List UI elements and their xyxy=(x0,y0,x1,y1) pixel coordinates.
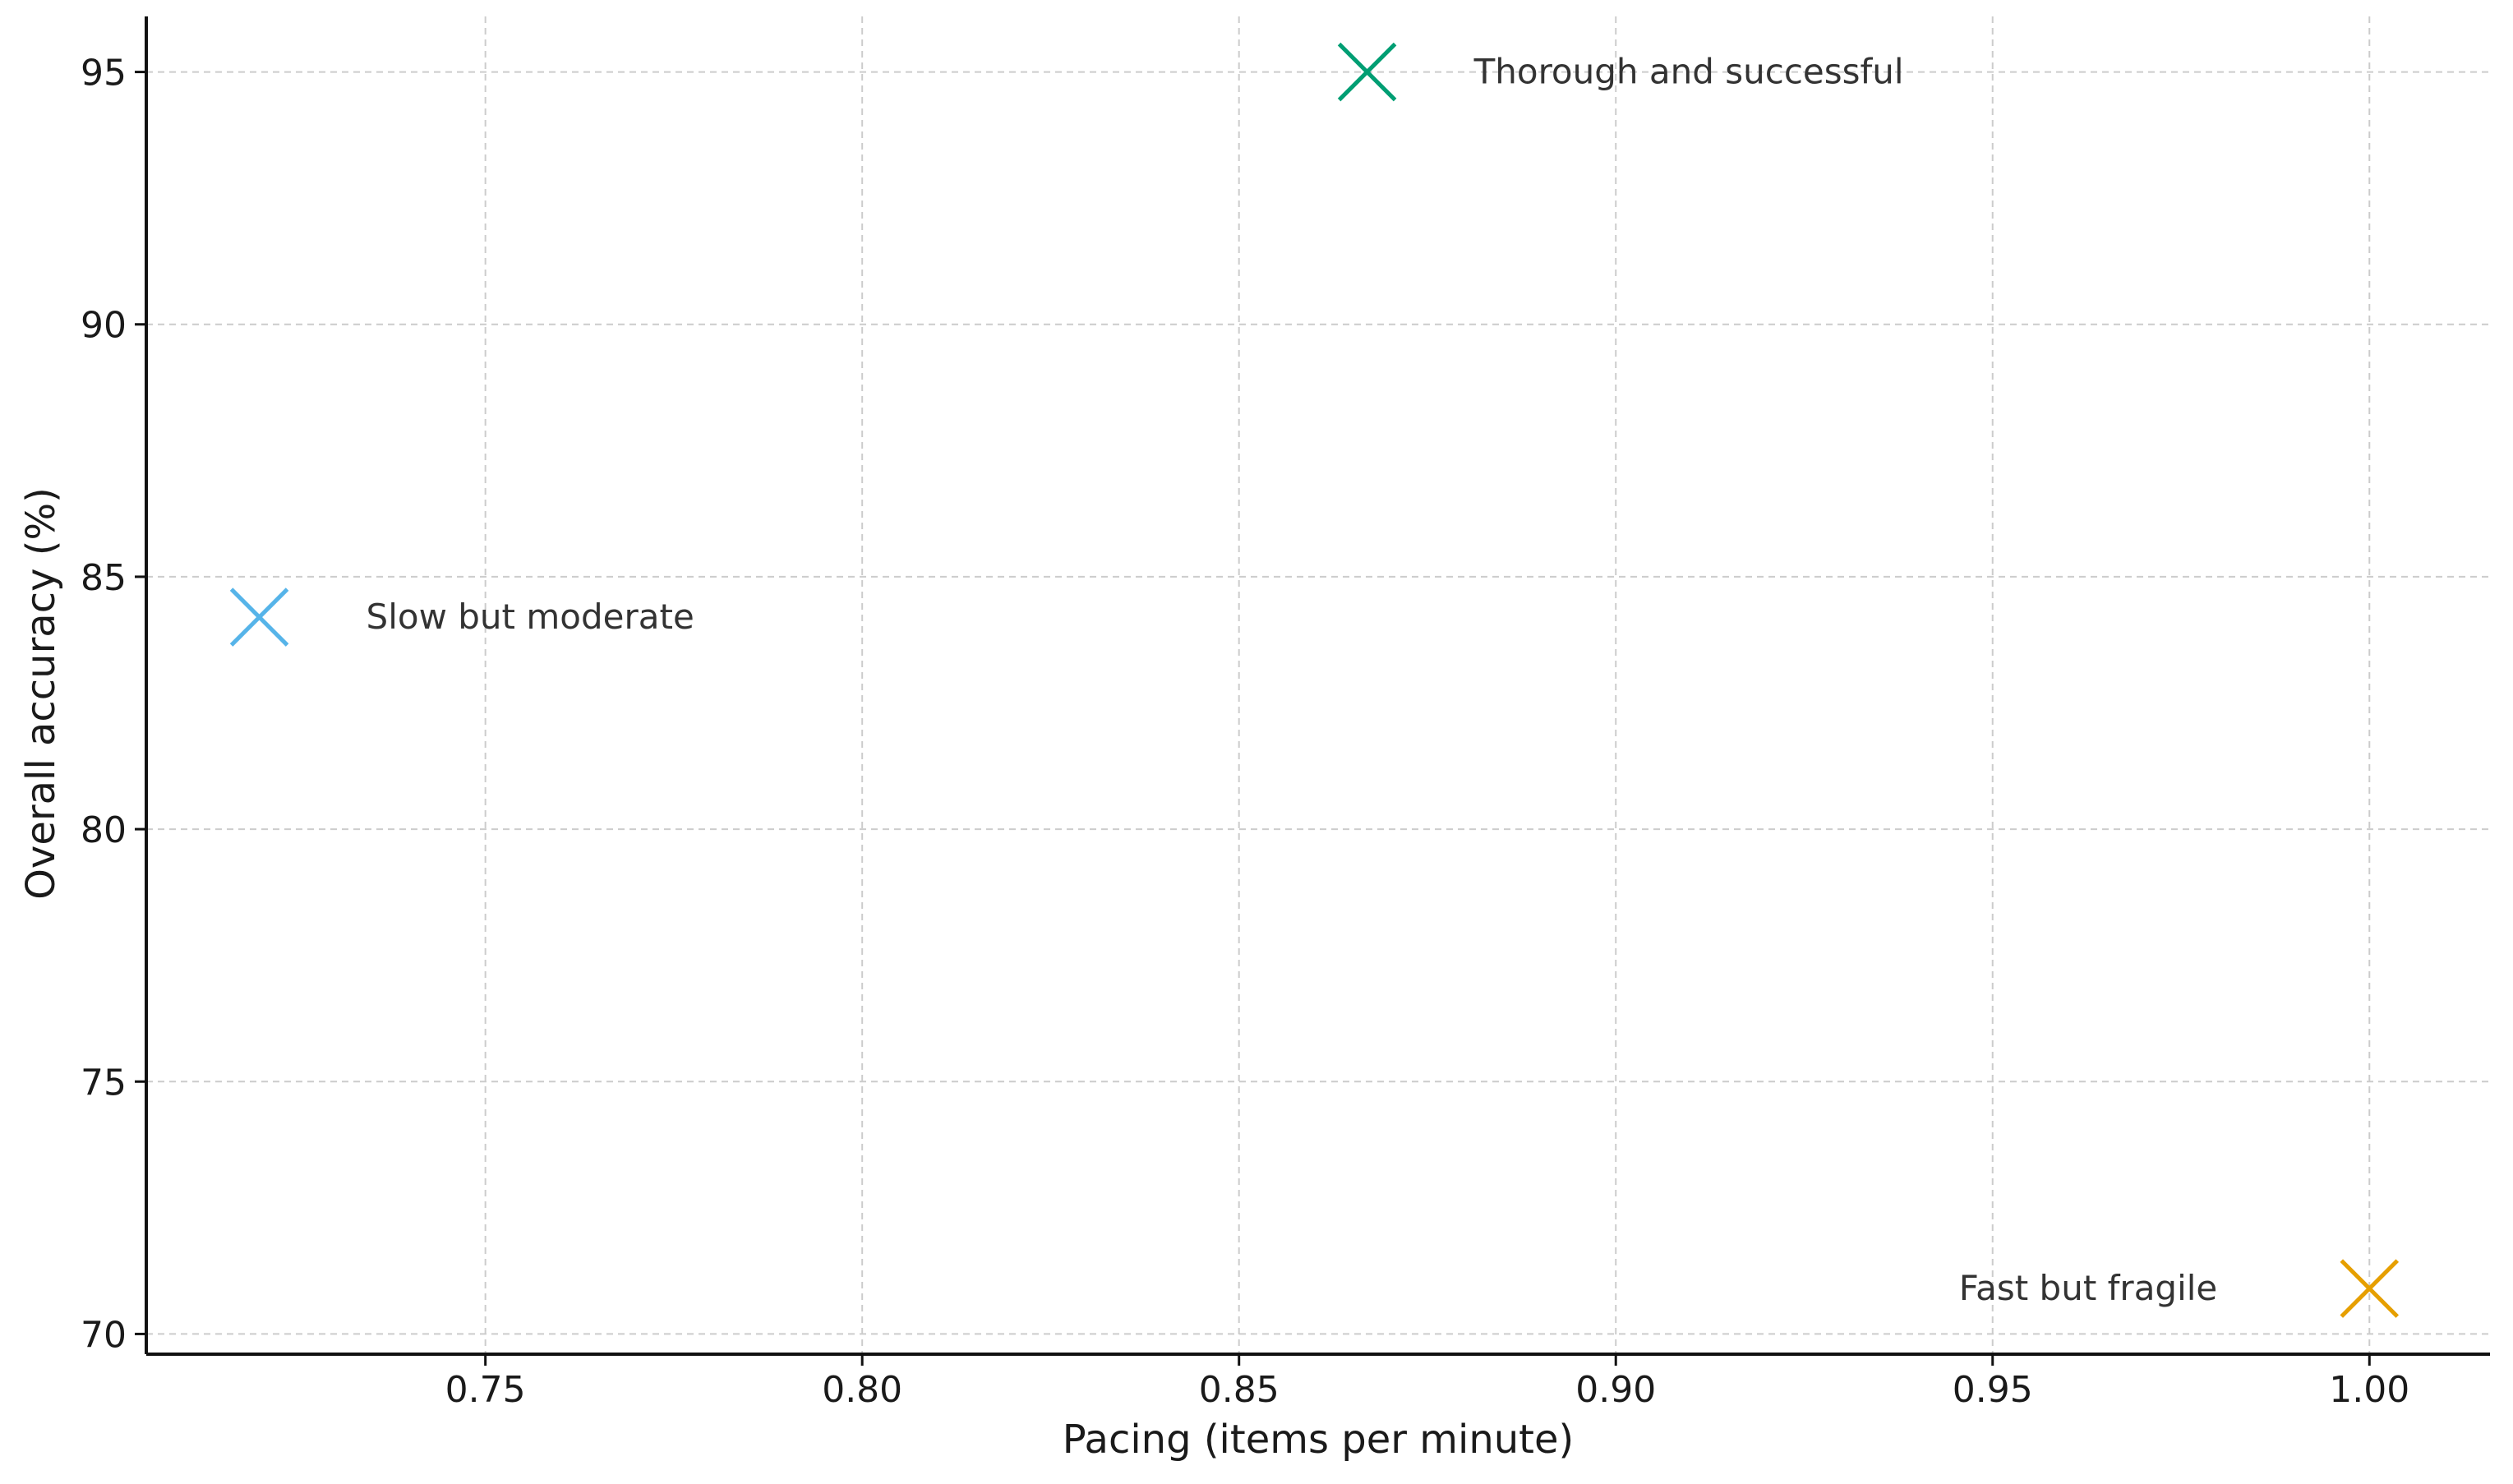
x-axis-label: Pacing (items per minute) xyxy=(1063,1417,1575,1463)
axes xyxy=(145,16,2490,1356)
x-tick-label: 0.75 xyxy=(445,1369,526,1411)
x-tick-label: 0.90 xyxy=(1575,1369,1656,1411)
grid-lines xyxy=(146,16,2490,1354)
x-tick-label: 0.85 xyxy=(1199,1369,1280,1411)
point-annotation: Slow but moderate xyxy=(367,597,694,637)
x-tick-label: 0.95 xyxy=(1953,1369,2033,1411)
y-tick-label: 75 xyxy=(81,1062,127,1104)
y-axis-label: Overall accuracy (%) xyxy=(18,487,64,900)
x-tick-label: 0.80 xyxy=(822,1369,902,1411)
x-tick-label: 1.00 xyxy=(2329,1369,2409,1411)
y-tick-label: 85 xyxy=(81,557,127,599)
y-tick-label: 90 xyxy=(81,305,127,347)
data-point-x-marker xyxy=(1337,42,1397,102)
data-points xyxy=(229,42,2400,1318)
point-annotation: Fast but fragile xyxy=(1959,1268,2217,1308)
point-annotation: Thorough and successful xyxy=(1473,52,1904,92)
data-point-x-marker xyxy=(2340,1259,2400,1318)
data-point-x-marker xyxy=(229,588,289,647)
y-tick-label: 80 xyxy=(81,809,127,851)
y-tick-label: 95 xyxy=(81,53,127,94)
point-annotations: Slow but moderate Thorough and successful… xyxy=(367,52,2218,1309)
tick-labels: 0.75 0.80 0.85 0.90 0.95 1.00 70 75 80 85 90 95 xyxy=(81,53,2409,1411)
y-tick-label: 70 xyxy=(81,1314,127,1356)
